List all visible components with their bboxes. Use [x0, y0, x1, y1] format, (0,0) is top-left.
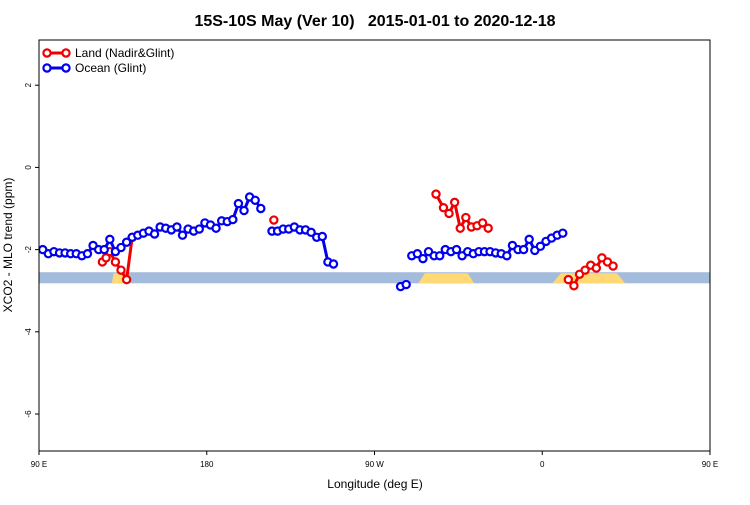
data-point [444, 208, 454, 219]
data-point [99, 244, 109, 255]
legend-marker [42, 63, 52, 73]
legend-entry: Ocean (Glint) [42, 61, 146, 75]
data-point [518, 244, 529, 255]
data-point [121, 274, 132, 285]
series-ocean [39, 192, 568, 292]
y-axis-label: XCO2 - MLO trend (ppm) [1, 178, 15, 313]
legend-marker [61, 63, 71, 73]
data-point [524, 234, 534, 245]
data-point [435, 251, 445, 261]
data-point [591, 263, 602, 273]
land-patch [552, 273, 626, 284]
data-point [431, 189, 441, 199]
data-point [418, 253, 428, 264]
data-point [211, 223, 221, 233]
data-point [110, 257, 121, 267]
data-point [256, 203, 266, 214]
data-point [563, 274, 574, 285]
y-tick-label: -6 [24, 410, 33, 418]
y-tick-label: 0 [24, 165, 33, 170]
data-point [233, 198, 244, 209]
data-point [608, 261, 618, 271]
data-point [328, 259, 339, 269]
data-point [306, 227, 316, 238]
y-tick-label: 2 [24, 82, 33, 87]
data-point [412, 249, 423, 259]
data-point [121, 237, 132, 247]
data-point [449, 197, 460, 208]
data-point [105, 234, 115, 245]
data-point [172, 222, 182, 232]
x-tick-label: 90 W [365, 460, 384, 469]
data-point [194, 224, 204, 234]
data-point [82, 249, 93, 259]
chart-title: 15S-10S May (Ver 10) 2015-01-01 to 2020-… [194, 13, 555, 30]
axes: 90 E 180 90 W 0 90 E 2 0 -2 -4 -6 [24, 82, 718, 469]
legend-entry: Land (Nadir&Glint) [42, 46, 174, 60]
legend-label: Ocean (Glint) [75, 61, 146, 75]
data-point [483, 223, 493, 233]
x-axis-label: Longitude (deg E) [327, 477, 422, 491]
land-ocean-band [39, 272, 710, 284]
x-tick-label: 0 [540, 460, 545, 469]
y-tick-label: -4 [24, 328, 33, 336]
data-point [477, 218, 488, 228]
legend-marker [61, 48, 71, 58]
data-point [455, 223, 465, 233]
data-point [451, 244, 462, 255]
legend-marker [42, 48, 52, 58]
data-point [438, 202, 449, 213]
series-line [41, 195, 263, 258]
x-tick-label: 90 E [702, 460, 718, 469]
y-tick-label: -2 [24, 246, 33, 254]
x-tick-label: 180 [200, 460, 214, 469]
x-tick-label: 90 E [31, 460, 47, 469]
data-point [502, 251, 512, 261]
data-point [317, 231, 328, 242]
data-point [239, 205, 249, 216]
legend: Land (Nadir&Glint)Ocean (Glint) [42, 46, 174, 75]
data-point [535, 241, 546, 252]
data-point [569, 281, 579, 291]
plot-area [38, 39, 711, 452]
data-point [177, 230, 188, 240]
land-patch [418, 273, 475, 284]
data-point [250, 195, 260, 205]
data-point [580, 265, 590, 275]
data-point [461, 212, 471, 223]
series-layer [39, 189, 618, 292]
data-point [401, 279, 411, 290]
data-point [558, 228, 568, 238]
data-point [228, 214, 238, 225]
data-point [116, 265, 126, 275]
ocean-band [39, 272, 710, 284]
data-point [269, 215, 279, 225]
data-point [116, 242, 126, 253]
data-point [149, 229, 160, 239]
legend-label: Land (Nadir&Glint) [75, 46, 174, 60]
